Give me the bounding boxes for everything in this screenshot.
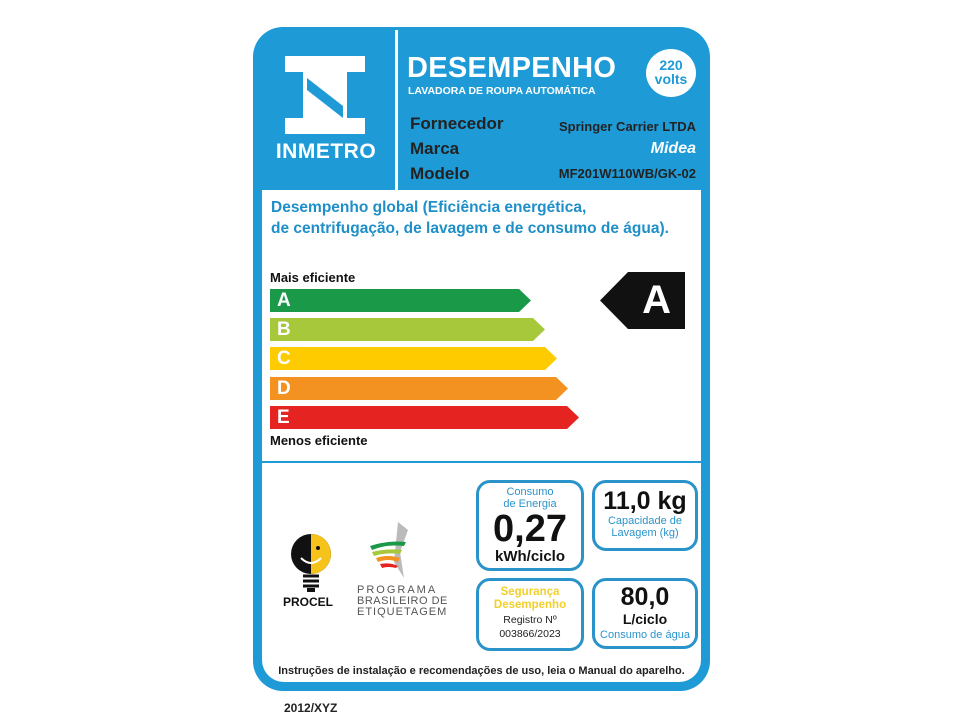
least-efficient-label: Menos eficiente <box>270 433 368 448</box>
capacity-box: 11,0 kg Capacidade de Lavagem (kg) <box>592 480 698 551</box>
registration-label: Registro Nº <box>503 614 557 626</box>
water-value: 80,0 <box>620 583 670 611</box>
pbe-line: PROGRAMA <box>357 584 438 596</box>
label-title: DESEMPENHO <box>407 52 617 84</box>
procel-logo-text: PROCEL <box>283 595 334 609</box>
energy-caption: Consumo de Energia <box>503 486 557 510</box>
description-line: Desempenho global (Eficiência energética… <box>271 199 587 216</box>
energy-unit: kWh/ciclo <box>494 548 565 565</box>
label-code: 2012/XYZ <box>284 701 338 715</box>
class-bar-b: B <box>270 318 545 341</box>
class-bar-d: D <box>270 377 568 400</box>
performance-description: Desempenho global (Eficiência energética… <box>271 197 669 239</box>
section-divider <box>262 461 701 463</box>
brand-label: Marca <box>410 139 460 158</box>
supplier-value: Springer Carrier LTDA <box>558 119 696 134</box>
supplier-label: Fornecedor <box>410 114 504 133</box>
water-caption: Consumo de água <box>600 629 690 641</box>
capacity-value: 11,0 kg <box>603 487 687 515</box>
pbe-logo-icon <box>370 522 408 578</box>
procel-bulb-icon <box>291 534 331 592</box>
model-label: Modelo <box>410 164 470 183</box>
inmetro-logo-text: INMETRO <box>275 140 377 163</box>
header-divider <box>395 30 398 190</box>
instructions-note: Instruções de instalação e recomendações… <box>278 665 685 677</box>
voltage-unit: volts <box>654 71 688 87</box>
performance-text: Desempenho <box>493 599 567 611</box>
security-text: Segurança <box>500 586 560 598</box>
safety-registration-box: Segurança Desempenho Registro Nº 003866/… <box>476 578 584 651</box>
class-bar-a: A <box>270 289 531 312</box>
model-value: MF201W110WB/GK-02 <box>558 166 696 181</box>
inmetro-logo-icon <box>285 56 365 134</box>
water-consumption-box: 80,0 L/ciclo Consumo de água <box>592 578 698 649</box>
voltage-value: 220 <box>659 57 683 73</box>
pbe-line: ETIQUETAGEM <box>357 606 448 618</box>
product-type: LAVADORA DE ROUPA AUTOMÁTICA <box>408 85 596 97</box>
brand-logo: Midea <box>650 140 696 157</box>
pbe-logo-text: PROGRAMA BRASILEIRO DE ETIQUETAGEM <box>357 585 448 618</box>
capacity-caption: Capacidade de <box>607 515 682 527</box>
most-efficient-label: Mais eficiente <box>270 270 356 285</box>
class-bar-c: C <box>270 347 557 370</box>
capacity-caption: Lavagem (kg) <box>611 527 679 539</box>
energy-value: 0,27 <box>493 508 567 550</box>
pbe-line: BRASILEIRO DE <box>357 595 448 607</box>
water-unit: L/ciclo <box>622 611 668 627</box>
energy-consumption-box: Consumo de Energia 0,27 kWh/ciclo <box>476 480 584 571</box>
voltage-badge: 220 volts <box>646 49 696 97</box>
class-bar-e: E <box>270 406 579 429</box>
description-line: de centrifugação, de lavagem e de consum… <box>271 220 669 237</box>
registration-number: 003866/2023 <box>499 628 561 640</box>
